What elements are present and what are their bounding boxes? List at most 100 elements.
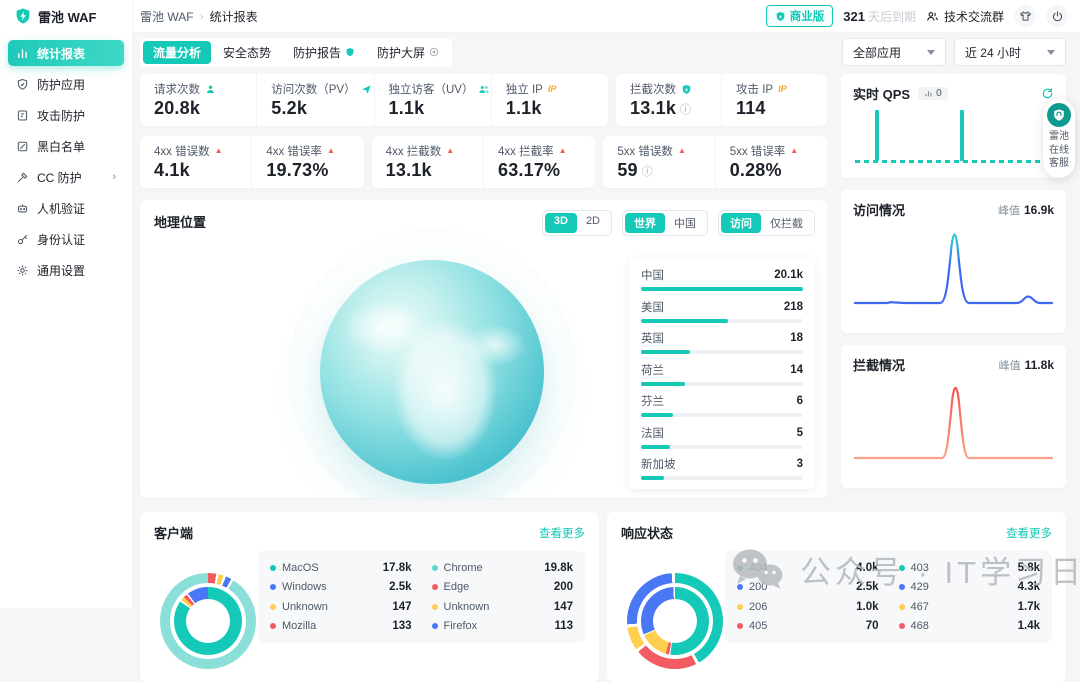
toggle-china[interactable]: 中国 xyxy=(665,213,705,233)
legend-dot xyxy=(899,565,905,571)
tab-label: 流量分析 xyxy=(153,44,201,61)
time-range-select[interactable]: 近 24 小时 xyxy=(954,38,1066,66)
warning-icon: ▲ xyxy=(790,147,798,155)
breadcrumb-root[interactable]: 雷池 WAF xyxy=(140,8,194,25)
sidebar-item-settings[interactable]: 通用设置 xyxy=(8,257,124,283)
stats-row-1: 请求次数 20.8k 访问次数（PV） 5.2k 独立访客（UV） 1.1k xyxy=(140,74,827,126)
gavel-icon xyxy=(16,171,29,184)
legend-value: 70 xyxy=(866,620,879,632)
app-filter-select[interactable]: 全部应用 xyxy=(842,38,946,66)
toggle-world[interactable]: 世界 xyxy=(625,213,665,233)
logout-button[interactable] xyxy=(1046,5,1068,27)
stat-4xx-block-count: 4xx 拦截数▲ 13.1k xyxy=(372,136,484,188)
legend-name: Firefox xyxy=(444,620,478,632)
peak-label: 峰值 xyxy=(999,360,1021,372)
legend-name: Unknown xyxy=(282,601,328,613)
peak-value: 11.8k xyxy=(1025,358,1054,372)
stat-pv: 访问次数（PV） 5.2k xyxy=(257,74,374,126)
qps-bar xyxy=(960,110,964,161)
country-value: 3 xyxy=(797,458,803,470)
users-icon xyxy=(478,84,490,95)
bar-track xyxy=(641,287,803,291)
sidebar-item-stats[interactable]: 统计报表 xyxy=(8,40,124,66)
info-icon[interactable]: ⓘ xyxy=(680,101,691,117)
legend-name: Edge xyxy=(444,581,470,593)
tab-traffic-analysis[interactable]: 流量分析 xyxy=(143,41,211,64)
theme-button[interactable] xyxy=(1014,5,1036,27)
stat-value: 5.2k xyxy=(271,98,373,119)
country-name: 法国 xyxy=(641,425,664,441)
stat-value: 1.1k xyxy=(389,98,491,119)
license-badge[interactable]: 商业版 xyxy=(766,5,834,27)
country-value: 14 xyxy=(790,364,803,376)
globe-3d[interactable] xyxy=(320,260,544,484)
sidebar-item-attack-protection[interactable]: 攻击防护 xyxy=(8,102,124,128)
legend-value: 2.5k xyxy=(389,581,411,593)
legend-name: 404 xyxy=(749,562,767,574)
stat-uv: 独立访客（UV） 1.1k xyxy=(375,74,492,126)
clients-view-more-link[interactable]: 查看更多 xyxy=(539,525,585,541)
peak-label: 峰值 xyxy=(998,205,1020,217)
legend-value: 2.5k xyxy=(856,581,878,593)
toggle-blocks-only[interactable]: 仅拦截 xyxy=(761,213,812,233)
blocks-line-chart xyxy=(853,374,1054,470)
visits-peak: 峰值 16.9k xyxy=(998,202,1054,218)
tab-protection-screen[interactable]: 防护大屏 xyxy=(367,41,449,64)
toggle-visits[interactable]: 访问 xyxy=(721,213,761,233)
breadcrumb-current: 统计报表 xyxy=(210,8,258,25)
stat-4xx-rate: 4xx 错误率▲ 19.73% xyxy=(252,136,363,188)
support-label-line: 在线 xyxy=(1043,144,1075,158)
sidebar-item-captcha[interactable]: 人机验证 xyxy=(8,195,124,221)
support-shield-icon xyxy=(1047,103,1071,127)
status-view-more-link[interactable]: 查看更多 xyxy=(1006,525,1052,541)
sidebar-item-cc-protection[interactable]: CC 防护 › xyxy=(8,164,124,190)
community-link[interactable]: 技术交流群 xyxy=(926,8,1004,25)
stat-value: 13.1k xyxy=(386,160,483,181)
toggle-3d[interactable]: 3D xyxy=(545,213,577,233)
country-name: 中国 xyxy=(641,267,664,283)
country-value: 20.1k xyxy=(774,269,803,281)
country-value: 218 xyxy=(784,301,803,313)
sidebar-item-auth[interactable]: 身份认证 xyxy=(8,226,124,252)
legend-dot xyxy=(737,623,743,629)
legend-dot xyxy=(270,604,276,610)
sidebar-item-label: 防护应用 xyxy=(37,76,85,93)
tab-security-posture[interactable]: 安全态势 xyxy=(213,41,281,64)
legend-value: 1.4k xyxy=(1018,620,1040,632)
country-name: 新加坡 xyxy=(641,456,676,472)
sidebar-item-protected-apps[interactable]: 防护应用 xyxy=(8,71,124,97)
legend-name: 200 xyxy=(749,581,767,593)
sidebar-item-label: 身份认证 xyxy=(37,231,85,248)
legend-value: 147 xyxy=(392,601,411,613)
tab-protection-report[interactable]: 防护报告 xyxy=(283,41,365,64)
online-support-widget[interactable]: 雷池 在线 客服 xyxy=(1043,99,1075,178)
toggle-2d[interactable]: 2D xyxy=(577,213,609,233)
info-icon[interactable]: ⓘ xyxy=(642,163,653,179)
legend-name: MacOS xyxy=(282,562,319,574)
country-name: 芬兰 xyxy=(641,393,664,409)
metric-toggle: 访问 仅拦截 xyxy=(718,210,815,236)
qps-refresh-button[interactable] xyxy=(1041,87,1054,100)
legend-dot xyxy=(899,604,905,610)
sidebar-item-label: 黑白名单 xyxy=(37,138,85,155)
peak-value: 16.9k xyxy=(1024,203,1054,217)
shirt-icon xyxy=(1019,10,1032,23)
sidebar-item-blacklist[interactable]: 黑白名单 xyxy=(8,133,124,159)
key-icon xyxy=(16,233,29,246)
warning-icon: ▲ xyxy=(559,147,567,155)
bar-track xyxy=(641,445,803,449)
